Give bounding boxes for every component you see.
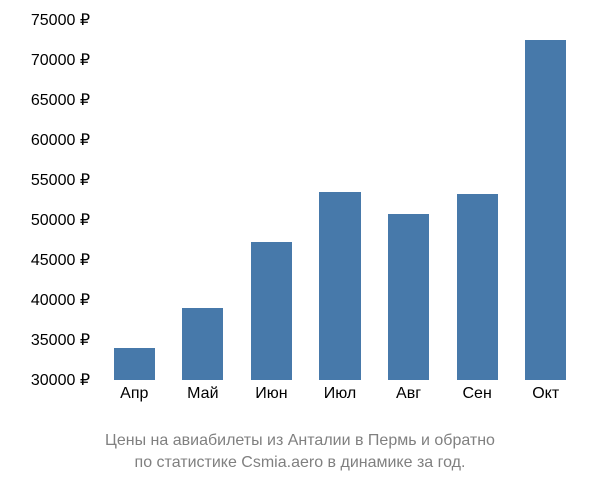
y-tick-label: 60000 ₽ [31, 130, 90, 150]
y-tick-label: 30000 ₽ [31, 370, 90, 390]
bar [525, 40, 566, 380]
y-tick-label: 40000 ₽ [31, 290, 90, 310]
caption-line-1: Цены на авиабилеты из Анталии в Пермь и … [105, 432, 495, 449]
bars-container [100, 20, 580, 380]
x-tick-label: Апр [120, 385, 148, 403]
bar [182, 308, 223, 380]
bar [319, 192, 360, 380]
y-tick-label: 75000 ₽ [31, 10, 90, 30]
bar [388, 214, 429, 380]
chart-plot-area [100, 20, 580, 380]
y-tick-label: 45000 ₽ [31, 250, 90, 270]
x-tick-label: Окт [532, 385, 559, 403]
y-tick-label: 55000 ₽ [31, 170, 90, 190]
x-tick-label: Июл [324, 385, 356, 403]
y-tick-label: 70000 ₽ [31, 50, 90, 70]
bar [457, 194, 498, 380]
x-tick-label: Май [187, 385, 218, 403]
bar [114, 348, 155, 380]
chart-caption: Цены на авиабилеты из Анталии в Пермь и … [0, 430, 600, 475]
caption-line-2: по статистике Csmia.aero в динамике за г… [135, 454, 466, 471]
y-axis: 30000 ₽35000 ₽40000 ₽45000 ₽50000 ₽55000… [0, 20, 100, 380]
bar [251, 242, 292, 380]
x-tick-label: Авг [396, 385, 421, 403]
x-tick-label: Сен [462, 385, 491, 403]
y-tick-label: 65000 ₽ [31, 90, 90, 110]
x-axis: Апр Май Июн Июл Авг Сен Окт [100, 385, 580, 415]
y-tick-label: 50000 ₽ [31, 210, 90, 230]
x-tick-label: Июн [255, 385, 287, 403]
y-tick-label: 35000 ₽ [31, 330, 90, 350]
